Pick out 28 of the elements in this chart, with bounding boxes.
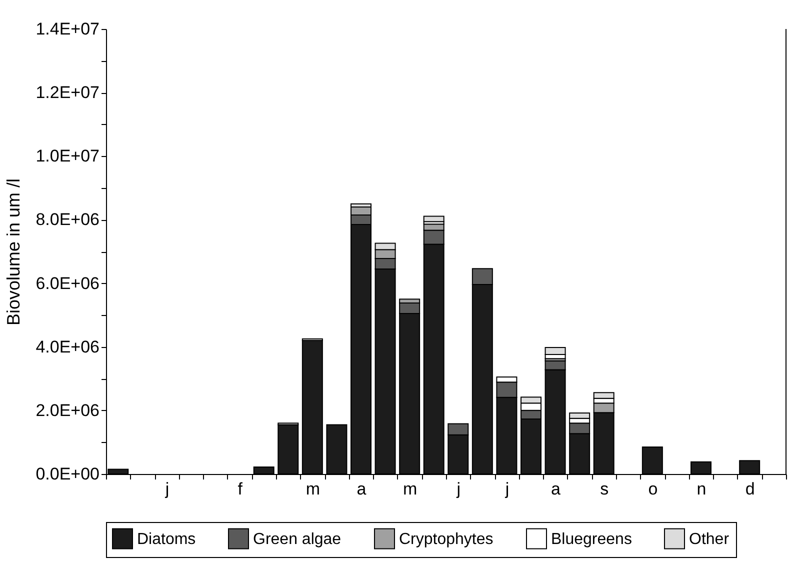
bar [544,346,566,355]
x-tick-label: j [456,480,461,498]
legend-label: Bluegreens [551,530,632,548]
x-tick-label: f [238,480,243,498]
x-tick-label: m [402,480,418,498]
x-tick-label: a [551,480,562,498]
y-tick-label: 4.0E+06 [36,337,100,356]
legend-label: Cryptophytes [399,530,494,548]
x-tick-label: j [164,480,170,498]
x-tick-label: a [356,480,367,498]
legend-label: Diatoms [137,530,196,548]
x-tick-label: j [504,480,510,498]
y-tick-label: 2.0E+06 [36,400,100,420]
legend-label: Other [689,530,730,548]
x-tick-label: m [306,480,320,498]
y-tick-label: 1.4E+07 [36,20,100,38]
y-axis-title: Biovolume in um /l [4,178,24,326]
y-tick-label: 6.0E+06 [36,274,100,293]
bar [423,216,444,222]
y-tick-label: 1.2E+07 [36,83,100,102]
x-tick-label: n [696,480,706,498]
legend-label: Green algae [253,530,342,548]
x-tick-label: d [745,480,755,498]
y-tick-label: 1.0E+07 [36,146,100,166]
x-tick-label: o [648,480,658,498]
y-tick-label: 0.0E+00 [36,464,100,484]
x-tick-label: s [600,480,609,498]
y-tick-label: 8.0E+06 [36,210,100,230]
